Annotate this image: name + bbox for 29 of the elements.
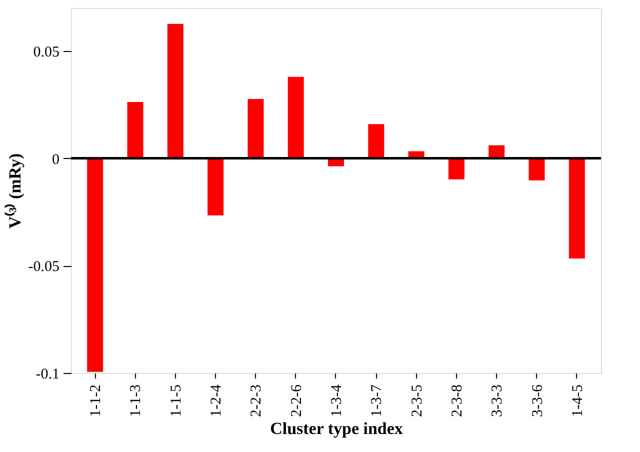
x-tick-label: 3-3-3 <box>490 384 506 417</box>
bar <box>208 158 224 216</box>
y-tick-label: 0 <box>52 152 60 168</box>
y-tick-label: -0.1 <box>36 366 60 382</box>
x-tick-label: 1-3-4 <box>329 384 345 417</box>
y-axis-title: V⁽³⁾ (mRy) <box>4 153 24 229</box>
x-axis-title: Cluster type index <box>270 418 404 438</box>
bar <box>528 158 545 180</box>
x-tick-label: 2-3-5 <box>409 384 426 417</box>
bar <box>448 158 464 180</box>
bar <box>568 158 585 259</box>
x-tick-label: 1-4-5 <box>570 384 586 417</box>
x-tick-label: 2-2-3 <box>248 384 265 417</box>
x-tick-label: 2-2-6 <box>288 384 305 417</box>
bar <box>248 99 264 158</box>
y-tick-label: 0.05 <box>33 44 60 60</box>
y-tick-label: -0.05 <box>28 259 60 276</box>
x-tick-label: 1-1-2 <box>88 384 104 417</box>
bar <box>87 158 104 372</box>
x-tick-label: 1-3-7 <box>369 384 386 417</box>
x-tick-label: 1-1-5 <box>168 384 184 417</box>
x-tick-label: 1-2-4 <box>208 384 225 417</box>
x-tick-label: 1-1-3 <box>128 384 144 417</box>
bar <box>288 76 304 158</box>
bar <box>167 24 184 158</box>
bar <box>127 102 144 158</box>
x-tick-label: 3-3-6 <box>530 384 546 417</box>
x-tick-label: 2-3-8 <box>449 384 466 417</box>
bar <box>368 124 384 158</box>
